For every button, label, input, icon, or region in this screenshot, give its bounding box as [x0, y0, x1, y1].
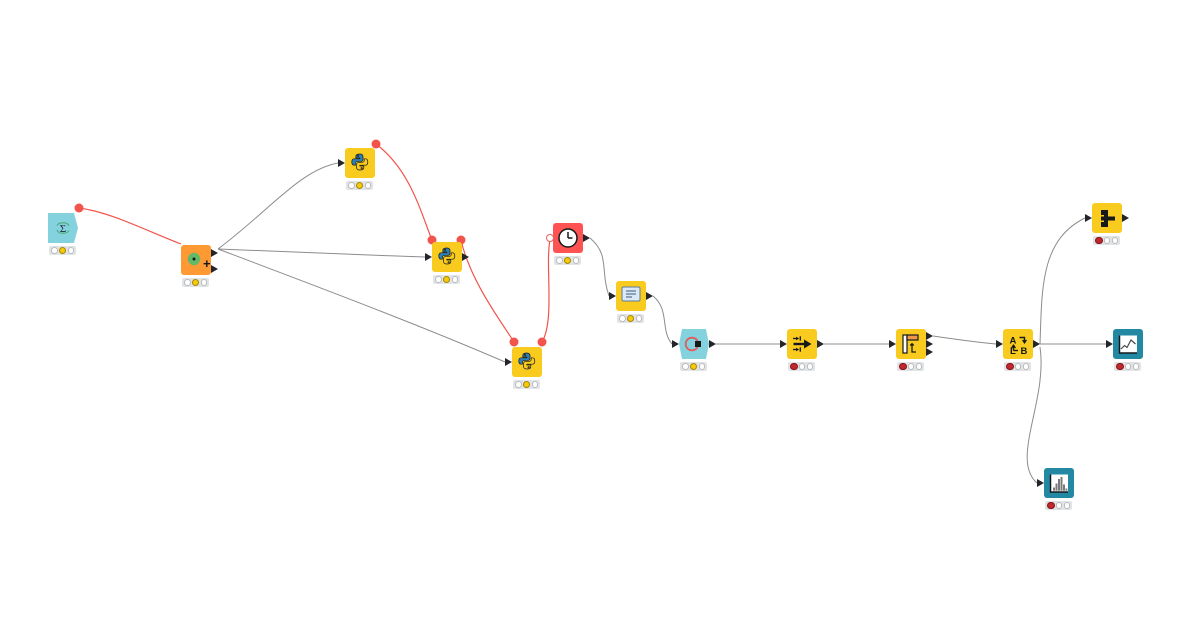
svg-text:+: +: [203, 256, 211, 271]
svg-text:Σ: Σ: [60, 223, 66, 235]
